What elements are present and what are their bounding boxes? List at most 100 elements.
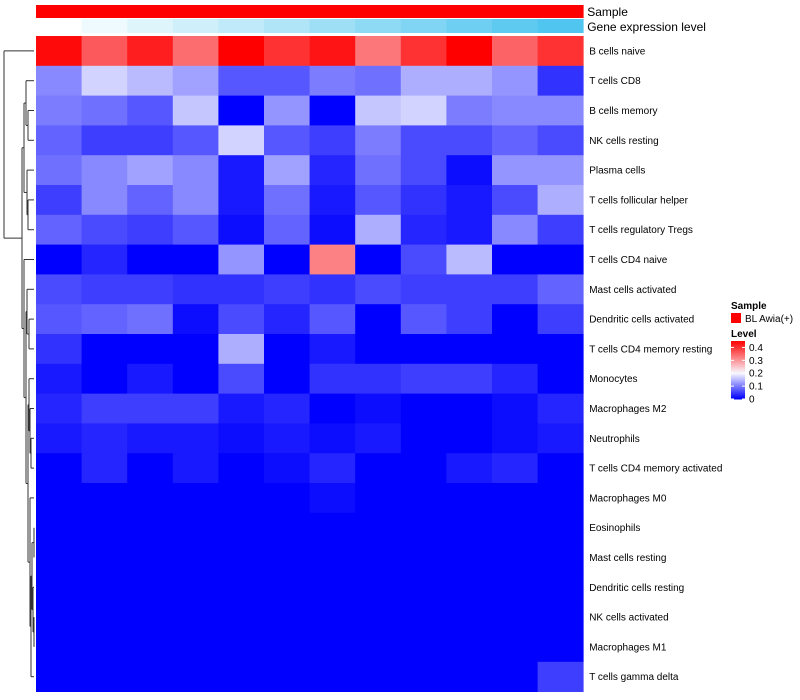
heatmap-cell [446,393,493,424]
row-dendrogram [3,50,35,678]
heatmap-cell [172,393,219,424]
heatmap-cell [355,334,402,365]
heatmap-cell [309,334,356,365]
heatmap-cell [127,602,174,633]
heatmap-cell [446,632,493,663]
legend-tick-label: 0.2 [749,369,763,380]
heatmap-cell [446,602,493,633]
heatmap-cell [309,483,356,514]
heatmap-cell [309,274,356,305]
legend: Sample BL Awia(+) Level 0.4 0.3 0.2 0.1 0 [731,301,793,406]
heatmap-cell [81,36,128,67]
legend-colorbar-step [731,374,745,376]
heatmap-cell [400,423,447,454]
heatmap-cell [127,572,174,603]
heatmap-cell [446,95,493,126]
heatmap-cell [81,542,128,573]
sample-annotation-cell [492,5,538,18]
heatmap-cell [309,36,356,67]
heatmap-cell [537,393,584,424]
sample-annotation-cell [309,5,356,18]
legend-colorbar-step [731,378,745,380]
heatmap-cell [218,36,265,67]
heatmap-cell [309,363,356,394]
heatmap-cell [218,423,265,454]
heatmap-cell [172,423,219,454]
heatmap-cell [309,572,356,603]
heatmap-cell [537,155,584,186]
heatmap-cell [127,274,174,305]
heatmap-cell [127,661,174,692]
heatmap-cell [355,661,402,692]
expression-annotation-cell [127,19,174,33]
expression-annotation-cell [36,19,82,33]
heatmap-cell [218,572,265,603]
row-label: T cells follicular helper [589,195,688,206]
legend-colorbar-step [731,370,745,372]
heatmap-cell [81,363,128,394]
heatmap-cell [446,661,493,692]
heatmap-cell [446,244,493,275]
heatmap-cell [400,214,447,245]
expression-annotation-cell [446,19,493,33]
heatmap-cell [127,363,174,394]
heatmap-cell [446,274,493,305]
legend-colorbar-step [731,379,745,381]
heatmap-cell [264,65,310,96]
heatmap-cell [172,155,219,186]
legend-colorbar-step [731,362,745,364]
heatmap-cell [218,65,265,96]
sample-annotation-cell [127,5,174,18]
legend-colorbar-step [731,345,745,347]
heatmap-cell [309,453,356,484]
heatmap-cell [36,95,82,126]
heatmap-cell [446,155,493,186]
heatmap-cell [492,393,538,424]
heatmap-cell [309,304,356,335]
legend-colorbar-step [731,382,745,384]
heatmap-cell [492,65,538,96]
row-label: T cells CD4 naive [589,255,668,266]
heatmap-cell [309,65,356,96]
heatmap-cell [492,512,538,543]
heatmap-cell [400,542,447,573]
heatmap-cell [127,453,174,484]
legend-colorbar-step [731,376,745,378]
heatmap-cell [446,304,493,335]
heatmap-cell [355,393,402,424]
legend-sample-title: Sample [731,301,767,312]
heatmap-cell [36,632,82,663]
legend-colorbar-step [731,393,745,395]
row-label: NK cells resting [589,136,658,147]
heatmap-cell [492,95,538,126]
heatmap-cell [492,214,538,245]
heatmap-cell [127,125,174,156]
heatmap-cell [355,363,402,394]
heatmap-cell [492,125,538,156]
legend-tick-label: 0.4 [749,343,763,354]
heatmap-cell [81,65,128,96]
sample-annotation-cell [172,5,219,18]
heatmap-cells [36,36,584,692]
heatmap-cell [446,65,493,96]
heatmap-cell [127,214,174,245]
legend-colorbar-step [731,383,745,385]
expression-annotation-cell [218,19,265,33]
row-label: Neutrophils [589,434,640,445]
expression-annotation-cell [172,19,219,33]
heatmap-cell [355,572,402,603]
heatmap-cell [309,95,356,126]
heatmap-cell [218,483,265,514]
heatmap-cell [492,334,538,365]
heatmap-cell [218,214,265,245]
heatmap-cell [537,602,584,633]
heatmap-cell [537,244,584,275]
heatmap-cell [81,483,128,514]
heatmap-cell [264,632,310,663]
heatmap-cell [355,512,402,543]
heatmap-cell [36,661,82,692]
row-label: T cells CD4 memory activated [589,464,722,475]
heatmap-cell [446,572,493,603]
heatmap-cell [537,572,584,603]
